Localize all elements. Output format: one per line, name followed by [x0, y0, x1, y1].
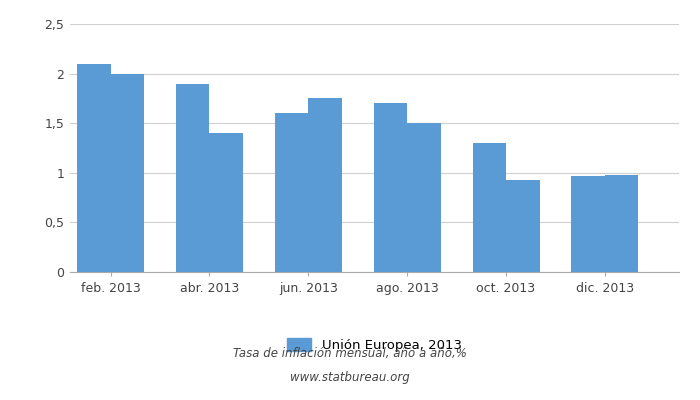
Bar [275, 113, 308, 272]
Bar [571, 176, 605, 272]
Bar [176, 84, 209, 272]
Text: Tasa de inflación mensual, año a año,%: Tasa de inflación mensual, año a año,% [233, 348, 467, 360]
Bar [407, 123, 441, 272]
Legend: Unión Europea, 2013: Unión Europea, 2013 [282, 333, 467, 358]
Bar [374, 103, 407, 272]
Bar [473, 143, 506, 272]
Bar [77, 64, 111, 272]
Text: www.statbureau.org: www.statbureau.org [290, 372, 410, 384]
Bar [111, 74, 144, 272]
Bar [506, 180, 540, 272]
Bar [308, 98, 342, 272]
Bar [605, 175, 638, 272]
Bar [209, 133, 243, 272]
